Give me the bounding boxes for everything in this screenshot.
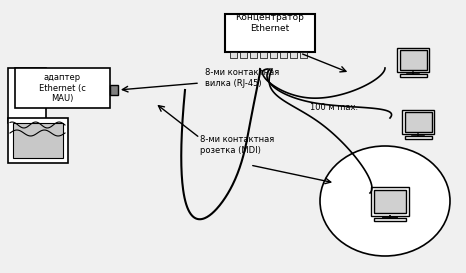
FancyBboxPatch shape bbox=[260, 52, 267, 58]
FancyBboxPatch shape bbox=[374, 190, 406, 213]
FancyBboxPatch shape bbox=[8, 118, 68, 163]
FancyBboxPatch shape bbox=[300, 52, 307, 58]
FancyBboxPatch shape bbox=[280, 52, 287, 58]
Ellipse shape bbox=[320, 146, 450, 256]
FancyBboxPatch shape bbox=[240, 52, 247, 58]
FancyBboxPatch shape bbox=[397, 48, 429, 72]
FancyBboxPatch shape bbox=[404, 112, 432, 132]
FancyBboxPatch shape bbox=[270, 52, 277, 58]
Text: Концентратор
Ethernet: Концентратор Ethernet bbox=[235, 13, 304, 33]
FancyBboxPatch shape bbox=[404, 135, 432, 138]
FancyBboxPatch shape bbox=[374, 218, 406, 221]
FancyBboxPatch shape bbox=[399, 73, 426, 76]
FancyBboxPatch shape bbox=[290, 52, 297, 58]
FancyBboxPatch shape bbox=[8, 68, 46, 123]
Text: адаптер
Ethernet (с
MAU): адаптер Ethernet (с MAU) bbox=[39, 73, 85, 103]
FancyBboxPatch shape bbox=[371, 187, 409, 216]
FancyBboxPatch shape bbox=[13, 123, 63, 158]
FancyBboxPatch shape bbox=[110, 85, 118, 95]
FancyBboxPatch shape bbox=[402, 110, 434, 134]
Text: 8-ми контактная
вилка (RJ-45): 8-ми контактная вилка (RJ-45) bbox=[205, 68, 279, 88]
Text: 8-ми контактная
розетка (MDI): 8-ми контактная розетка (MDI) bbox=[200, 135, 274, 155]
FancyBboxPatch shape bbox=[15, 68, 110, 108]
Text: 100 м max.: 100 м max. bbox=[310, 103, 358, 112]
FancyBboxPatch shape bbox=[230, 52, 237, 58]
FancyBboxPatch shape bbox=[225, 14, 315, 52]
FancyBboxPatch shape bbox=[250, 52, 257, 58]
FancyBboxPatch shape bbox=[399, 50, 426, 70]
